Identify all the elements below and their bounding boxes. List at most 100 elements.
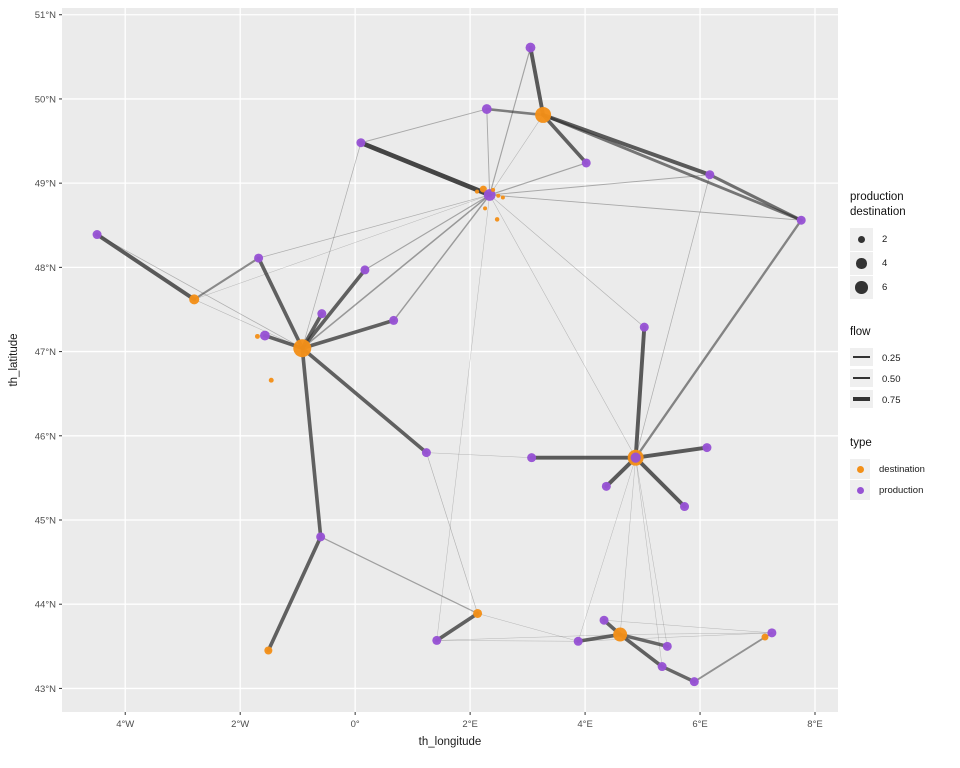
x-tick-label: 2°E [462, 719, 477, 730]
flow-edge-albi-montpellier [477, 613, 579, 642]
node-nantes [259, 330, 270, 341]
node-arles [613, 627, 628, 642]
legend-size-entry: 6 [850, 276, 958, 299]
legend-size-label: 6 [882, 282, 888, 293]
legend-size-label: 2 [882, 234, 888, 245]
node-le-havre [356, 138, 366, 148]
plot-panel [62, 8, 838, 712]
x-axis-title: th_longitude [419, 736, 482, 748]
flow-edge-toulouse-arles [436, 634, 621, 641]
flow-edge-paris-strasbourg [489, 194, 802, 221]
flow-edge-paris-tours [392, 194, 491, 322]
flow-edge-paris-reims [489, 162, 587, 196]
flow-edge-limoges-albi [426, 452, 478, 614]
node-paris-hub [479, 185, 487, 193]
node-bordeaux [316, 532, 326, 542]
flow-edge-cholet-bordeaux [300, 346, 323, 539]
node-nimes [599, 615, 609, 625]
flow-edge-arles-montpellier [576, 632, 622, 644]
x-tick-label: 6°E [692, 719, 707, 730]
legend-size-key [850, 276, 873, 299]
node-nice [767, 628, 777, 638]
production-dot-icon [856, 486, 864, 494]
node-aix-en-provence [662, 641, 672, 651]
flow-line-icon [853, 356, 870, 358]
node-dijon [639, 322, 649, 332]
flow-edge-clermont-ferrand-limoges [426, 452, 532, 458]
legend-type-label: destination [879, 463, 925, 475]
node-paris-sat-5 [483, 206, 488, 211]
flow-edge-lyon-montpellier [577, 457, 636, 642]
node-metz [705, 170, 715, 180]
flow-edge-toulouse-albi [434, 611, 480, 643]
city-nodes [92, 42, 806, 687]
node-angers [317, 309, 327, 319]
flow-edge-paris-cholet [301, 194, 491, 349]
flow-edge-metz-lyon [635, 174, 711, 459]
y-tick-label: 44°N [35, 600, 56, 611]
flow-edge-toulouse-montpellier [436, 640, 579, 642]
node-grenoble [680, 502, 690, 512]
legend-size-entry: 2 [850, 228, 958, 251]
node-saint-etienne [601, 481, 611, 491]
legend-type-key [850, 459, 870, 479]
node-cholet [293, 339, 312, 358]
flow-edge-paris-amiens [486, 108, 491, 196]
flow-edge-lyon-arles [619, 457, 636, 635]
flow-edge-paris-le-mans [364, 194, 491, 271]
node-rennes [254, 253, 264, 263]
legend-flow-key [850, 369, 873, 387]
flow-edge-marseille-toulon [660, 664, 696, 684]
node-amiens [481, 104, 492, 114]
node-antibes [761, 633, 769, 641]
flow-edge-lyon-annecy [633, 445, 709, 460]
legend-size-key [850, 228, 873, 251]
legend-flow-key [850, 348, 873, 366]
node-toulouse [432, 635, 442, 645]
flow-edge-bordeaux-albi [320, 536, 479, 615]
flow-edges [95, 45, 803, 684]
legend-flow-label: 0.50 [882, 373, 901, 385]
flow-edge-saint-quentin-paris [489, 114, 544, 196]
node-clermont-ferrand [527, 453, 537, 463]
axis-ticks: 4°W 2°W 0° 2°E 4°E 6°E 8°E 43°N 44°N 45°N 46°N 47°N… [35, 10, 823, 730]
flow-edge-lyon-aix-en-provence [635, 457, 668, 647]
legend-type-title: type [850, 437, 872, 449]
flow-edge-paris-dijon [489, 194, 645, 328]
legend-flow-label: 0.25 [882, 352, 901, 364]
flow-edge-lille-saint-quentin [528, 45, 546, 117]
flow-edge-strasbourg-lyon [634, 219, 803, 459]
node-limoges [421, 448, 431, 458]
flow-edge-brest-vannes [95, 232, 197, 302]
y-tick-label: 48°N [35, 263, 56, 274]
legend-type-label: production [879, 484, 924, 496]
node-le-mans [360, 265, 370, 275]
flow-edge-nice-arles [619, 632, 773, 635]
y-tick-label: 50°N [35, 94, 56, 105]
flow-edge-metz-strasbourg [708, 173, 803, 222]
node-lille [525, 42, 536, 53]
node-paris [483, 189, 496, 201]
flow-edge-rennes-cholet [256, 256, 305, 351]
node-toulon [689, 677, 699, 687]
y-axis-title: th_latitude [8, 333, 20, 386]
node-montpellier [573, 636, 583, 646]
flow-edge-dijon-lyon [633, 325, 647, 460]
legend-size-title-line1: production [850, 191, 904, 203]
node-albi [473, 608, 483, 618]
flow-edge-paris-toulouse [436, 194, 490, 641]
flow-edge-nice-nimes [603, 619, 773, 634]
node-marseille [657, 662, 667, 672]
node-paris-sat-6 [494, 217, 500, 222]
node-la-roche-sur-yon [268, 377, 274, 383]
legend-size-block: production destination 2 4 6 [850, 190, 958, 299]
x-tick-label: 0° [351, 719, 360, 730]
node-brest [92, 230, 102, 240]
y-tick-label: 43°N [35, 684, 56, 695]
legend-flow-block: flow 0.25 0.50 0.75 [850, 325, 958, 410]
node-tours [389, 315, 399, 325]
node-nantes-sud [254, 333, 260, 339]
flow-line-icon [853, 376, 870, 380]
